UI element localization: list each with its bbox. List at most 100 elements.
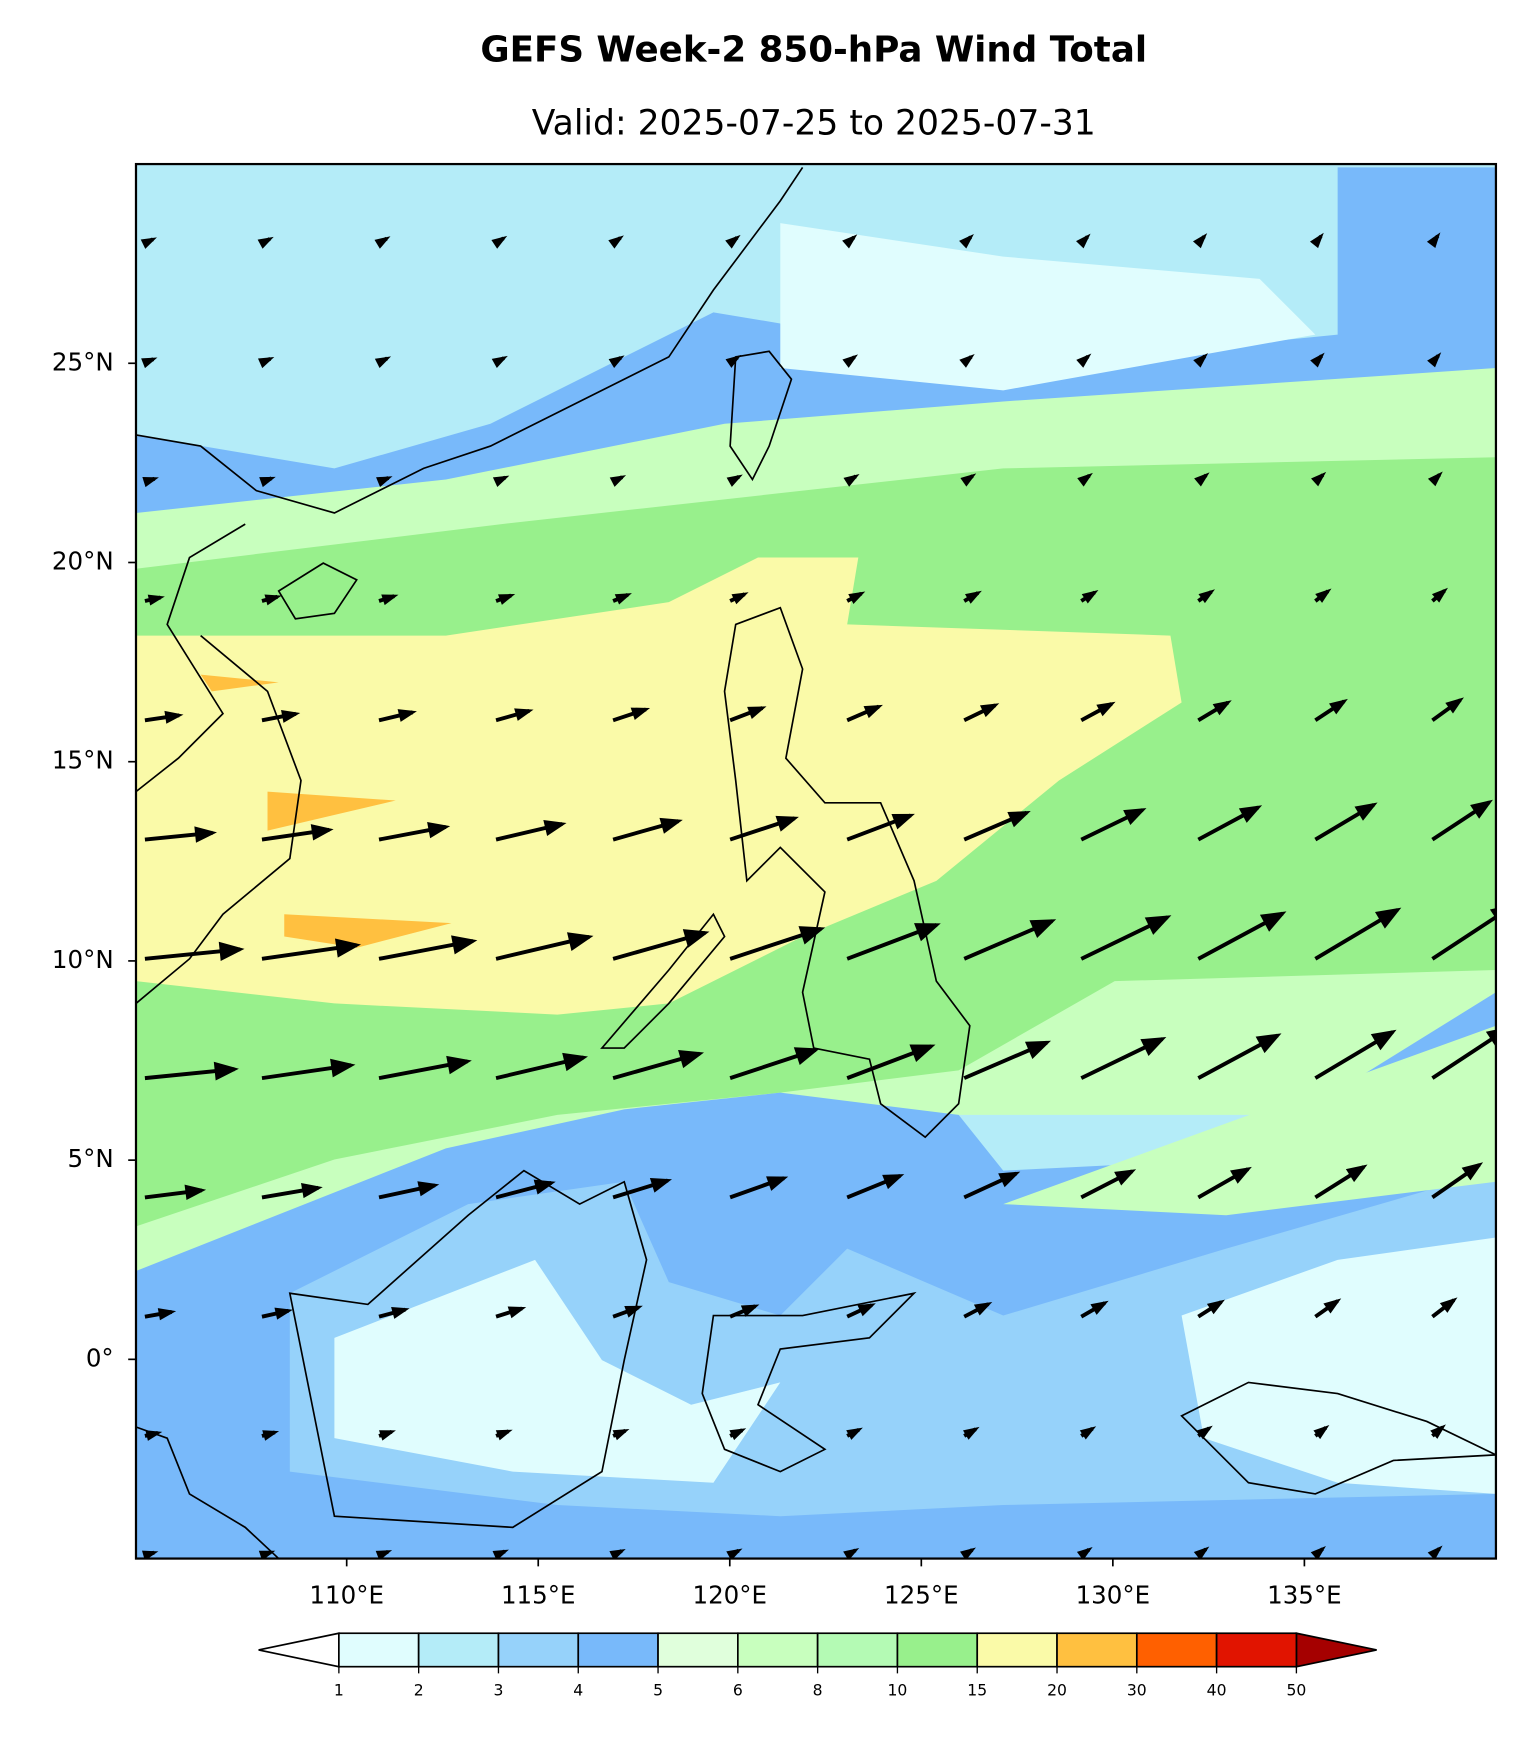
field-band bbox=[1003, 1025, 1496, 1216]
wind-arrow-head bbox=[914, 923, 941, 942]
wind-arrow-head bbox=[147, 594, 165, 606]
wind-arrow-head bbox=[959, 233, 974, 249]
wind-arrow-head bbox=[491, 235, 508, 249]
colorbar-swatch bbox=[1215, 1632, 1298, 1668]
colorbar-label: 6 bbox=[733, 1682, 743, 1700]
wind-arrow-head bbox=[1123, 808, 1147, 826]
wind-arrow-head bbox=[1255, 1033, 1282, 1054]
wind-arrow-head bbox=[775, 815, 799, 832]
wind-arrow-head bbox=[729, 1428, 747, 1441]
wind-arrow-head bbox=[608, 355, 625, 368]
wind-arrow-head bbox=[726, 474, 743, 487]
wind-arrow-head bbox=[543, 819, 567, 837]
wind-arrow-head bbox=[417, 1181, 440, 1197]
colorbar-label: 15 bbox=[967, 1682, 987, 1700]
wind-arrow-head bbox=[397, 709, 417, 722]
wind-arrow-head bbox=[264, 594, 282, 606]
wind-arrow-head bbox=[959, 353, 975, 368]
axes: 110°E 115°E 120°E 125°E 130°E 135°E 0° 5°N 10°N 1… bbox=[52, 347, 1342, 1609]
wind-arrow-head bbox=[514, 708, 534, 721]
y-tick-label: 20°N bbox=[52, 546, 114, 575]
wind-arrow-head bbox=[427, 822, 451, 839]
wind-arrow-head bbox=[1345, 1164, 1368, 1183]
x-tick-label: 120°E bbox=[692, 1580, 767, 1609]
wind-arrow-head bbox=[1309, 232, 1324, 249]
wind-arrow-head bbox=[843, 473, 860, 487]
coastline bbox=[288, 1169, 648, 1529]
wind-arrow-head bbox=[608, 235, 624, 249]
wind-arrow-head bbox=[1427, 1545, 1443, 1559]
wind-arrow-head bbox=[979, 703, 1000, 718]
colorbar-swatch bbox=[577, 1632, 659, 1668]
wind-arrow-head bbox=[258, 1550, 276, 1559]
coastline bbox=[135, 523, 302, 1005]
wind-arrow-head bbox=[1193, 353, 1209, 368]
colorbar-label: 3 bbox=[493, 1682, 503, 1700]
colorbar-swatch bbox=[1056, 1632, 1138, 1668]
field bbox=[135, 164, 1496, 1559]
wind-arrow-head bbox=[678, 1050, 705, 1069]
colorbar-label: 10 bbox=[888, 1682, 908, 1700]
wind-arrow-head bbox=[562, 1052, 589, 1072]
wind-arrow-head bbox=[649, 1177, 672, 1193]
colorbar-under bbox=[258, 1632, 340, 1668]
wind-arrow-head bbox=[1212, 700, 1232, 716]
wind-arrow-head bbox=[1192, 233, 1208, 249]
wind-arrow-head bbox=[1439, 1297, 1458, 1313]
wind-arrow-head bbox=[1259, 911, 1287, 932]
wind-arrow-head bbox=[682, 929, 710, 948]
wind-arrow-head bbox=[909, 1044, 936, 1063]
wind-arrow-head bbox=[194, 826, 217, 843]
wind-arrow-head bbox=[218, 941, 245, 961]
wind-arrow-head bbox=[1310, 1545, 1326, 1559]
y-tick-label: 25°N bbox=[52, 347, 114, 376]
wind-arrow-head bbox=[793, 1047, 820, 1066]
wind-arrow-head bbox=[612, 1428, 630, 1441]
wind-arrow-head bbox=[1076, 353, 1092, 368]
coastline bbox=[723, 606, 971, 1139]
wind-arrow-head bbox=[330, 1058, 356, 1078]
wind-vectors bbox=[140, 232, 1496, 1559]
wind-arrow-head bbox=[798, 926, 826, 945]
y-tick-label: 5°N bbox=[67, 1144, 113, 1173]
wind-arrow-head bbox=[1426, 232, 1441, 249]
wind-arrow-head bbox=[374, 356, 392, 369]
wind-arrow-head bbox=[848, 591, 866, 605]
x-tick-label: 110°E bbox=[309, 1580, 384, 1609]
field-band bbox=[780, 223, 1316, 391]
wind-arrow-head bbox=[259, 476, 276, 488]
colorbar-swatch bbox=[1135, 1632, 1218, 1668]
wind-arrow-head bbox=[766, 1176, 789, 1191]
wind-arrow-head bbox=[1354, 802, 1378, 821]
wind-arrow-head bbox=[1329, 698, 1348, 715]
wind-arrow-head bbox=[141, 357, 158, 369]
wind-arrow-head bbox=[964, 590, 982, 604]
wind-arrow-head bbox=[334, 938, 362, 958]
wind-arrow-head bbox=[863, 704, 883, 719]
wind-arrow-head bbox=[1238, 805, 1263, 823]
coastline bbox=[701, 1291, 917, 1473]
wind-arrow-head bbox=[274, 1307, 293, 1320]
colorbar-swatch bbox=[338, 1632, 420, 1668]
wind-arrow-head bbox=[262, 1430, 280, 1441]
subtitle: Valid: 2025-07-25 to 2025-07-31 bbox=[532, 104, 1096, 144]
wind-arrow bbox=[1431, 914, 1496, 961]
wind-arrow-head bbox=[1076, 1546, 1093, 1559]
wind-arrow-head bbox=[1193, 1546, 1210, 1559]
wind-arrow-head bbox=[157, 1308, 177, 1321]
wind-arrow-head bbox=[747, 706, 767, 720]
x-tick-label: 135°E bbox=[1267, 1580, 1342, 1609]
colorbar-label: 8 bbox=[813, 1682, 823, 1700]
wind-arrow-head bbox=[659, 817, 683, 834]
colorbar-over bbox=[1295, 1632, 1377, 1668]
wind-arrow-head bbox=[281, 709, 301, 723]
wind-arrow-head bbox=[1310, 352, 1325, 368]
coastline bbox=[600, 912, 726, 1049]
colorbar-label: 1 bbox=[334, 1682, 344, 1700]
wind-arrow-head bbox=[391, 1307, 410, 1319]
colorbar-swatch bbox=[896, 1632, 979, 1668]
wind-arrow-head bbox=[310, 824, 334, 841]
wind-arrow-head bbox=[495, 1429, 513, 1441]
wind-arrow-head bbox=[1029, 919, 1057, 939]
